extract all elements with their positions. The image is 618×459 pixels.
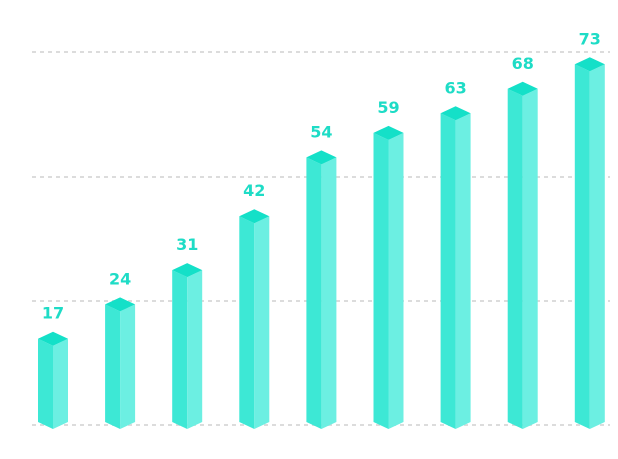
bar	[440, 106, 471, 430]
bar-side-face	[522, 88, 538, 430]
bar-front-face	[373, 132, 389, 429]
data-label: 42	[243, 181, 265, 200]
bar-front-face	[38, 338, 53, 429]
bar-front-face	[507, 88, 523, 430]
bar-top-face	[105, 297, 136, 312]
data-label: 17	[42, 304, 64, 323]
bar	[306, 150, 337, 429]
bar-top-face	[507, 81, 538, 96]
bar-top-face	[574, 57, 605, 72]
data-label: 73	[579, 29, 601, 48]
bar-front-face	[440, 113, 456, 430]
bar-top-face	[239, 209, 270, 224]
data-label: 59	[377, 98, 399, 117]
bar	[38, 331, 68, 429]
bars	[38, 57, 605, 430]
bar-top-face	[440, 106, 471, 121]
data-label: 54	[310, 122, 332, 141]
bar-top-face	[373, 125, 404, 140]
bar	[574, 57, 605, 430]
data-label: 24	[109, 269, 131, 288]
bar-side-face	[53, 338, 68, 429]
data-label: 31	[176, 235, 198, 254]
bar	[239, 209, 270, 429]
bar-side-face	[120, 304, 136, 429]
data-labels: 17 24 31 42 54 59 63 68 73	[42, 29, 601, 322]
bar-top-face	[306, 150, 337, 165]
bar	[105, 297, 136, 429]
bar-front-face	[105, 304, 121, 429]
bar-side-face	[321, 157, 337, 429]
bar-top-face	[172, 263, 203, 278]
bar-top-face	[38, 331, 68, 346]
bar-side-face	[455, 113, 471, 430]
bar-side-face	[254, 216, 270, 429]
data-label: 68	[512, 54, 534, 73]
bar	[507, 81, 538, 430]
data-label: 63	[444, 78, 466, 97]
bar-front-face	[574, 64, 590, 430]
bar-front-face	[306, 157, 322, 429]
bar-side-face	[388, 132, 404, 429]
bar-front-face	[172, 270, 188, 429]
bar-side-face	[589, 64, 605, 430]
bar-front-face	[239, 216, 255, 429]
bar	[172, 263, 203, 429]
bar	[373, 125, 404, 429]
bar-side-face	[187, 270, 203, 429]
